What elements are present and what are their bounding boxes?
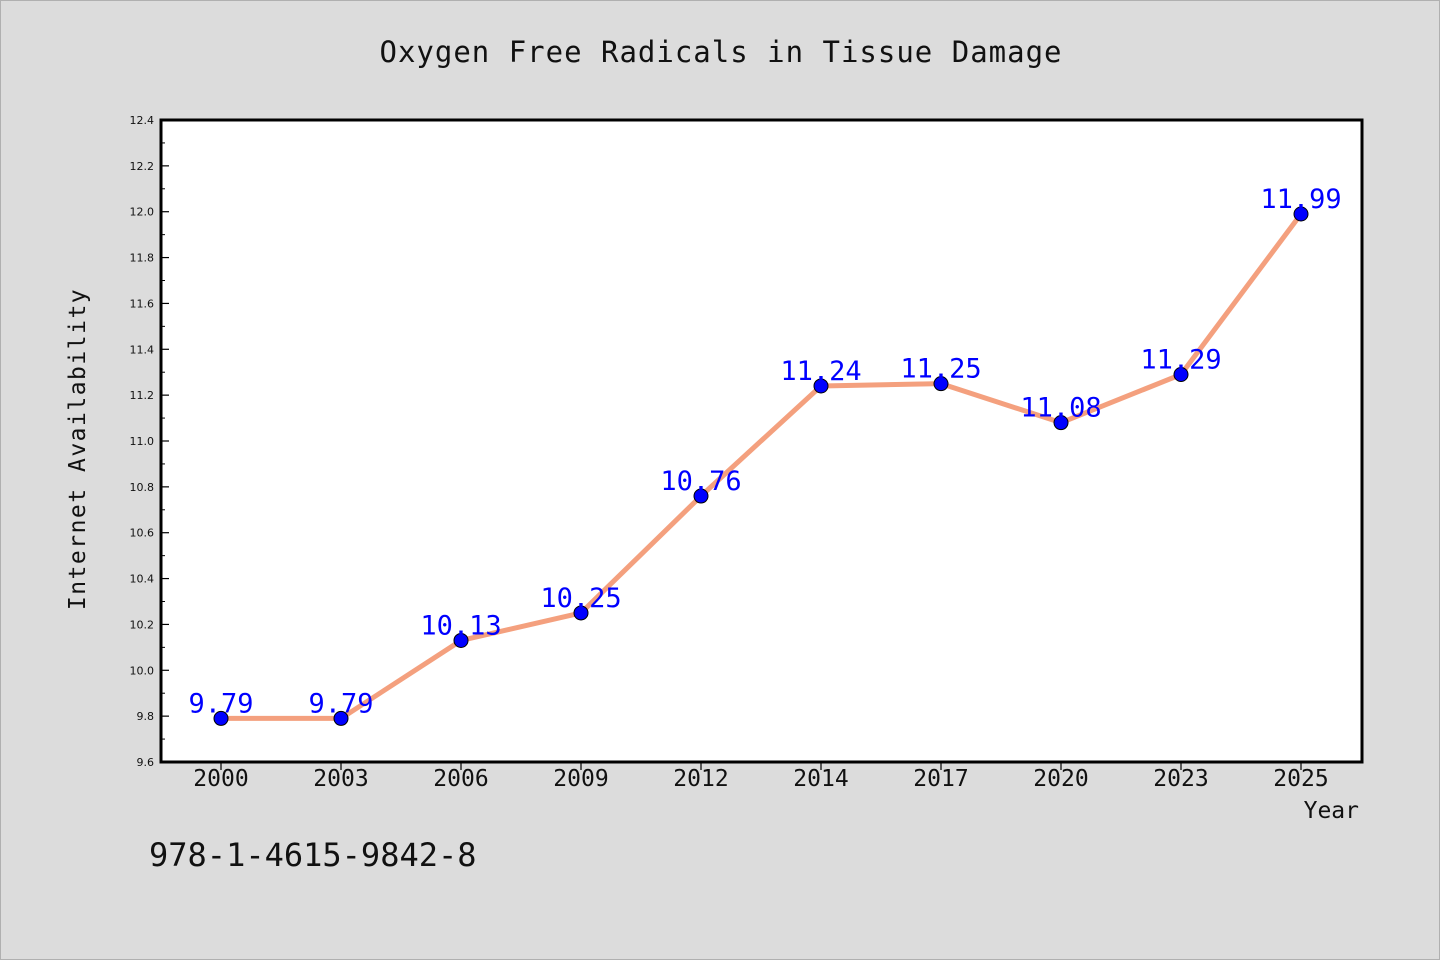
x-axis-label: Year: [1303, 798, 1359, 824]
data-point: [1173, 367, 1189, 383]
data-point: [1293, 206, 1309, 222]
y-tick-label: 10.2: [130, 618, 155, 631]
data-label: 10.76: [660, 466, 741, 497]
data-label: 11.25: [900, 354, 981, 385]
y-tick-label: 10.6: [130, 527, 155, 540]
data-point: [573, 605, 589, 621]
data-point: [693, 488, 709, 504]
x-tick-label: 2025: [1273, 766, 1328, 792]
x-tick-label: 2006: [433, 766, 488, 792]
data-label: 10.13: [420, 610, 501, 641]
y-tick-label: 12.2: [130, 160, 155, 173]
data-label: 11.24: [780, 356, 861, 387]
y-tick-label: 9.6: [137, 756, 155, 769]
series-line: [218, 211, 1304, 721]
data-point: [813, 378, 829, 394]
y-tick-label: 12.0: [130, 206, 155, 219]
y-tick-label: 9.8: [137, 710, 155, 723]
y-tick-label: 11.4: [130, 343, 155, 356]
data-point: [213, 710, 229, 726]
data-label: 10.25: [540, 583, 621, 614]
data-label: 11.08: [1020, 393, 1101, 424]
x-tick-label: 2000: [193, 766, 248, 792]
data-label: 9.79: [308, 688, 373, 719]
data-point: [933, 376, 949, 392]
y-tick-label: 11.0: [130, 435, 155, 448]
x-tick-label: 2009: [553, 766, 608, 792]
isbn-annotation: 978-1-4615-9842-8: [149, 836, 477, 874]
y-axis-label: Internet Availability: [65, 287, 91, 611]
x-tick-label: 2023: [1153, 766, 1208, 792]
x-tick-label: 2014: [793, 766, 848, 792]
data-label: 11.99: [1260, 184, 1341, 215]
data-point: [1053, 415, 1069, 431]
x-tick-label: 2003: [313, 766, 368, 792]
data-label: 9.79: [188, 688, 253, 719]
y-tick-label: 10.0: [130, 664, 155, 677]
x-tick-label: 2017: [913, 766, 968, 792]
data-label: 11.29: [1140, 345, 1221, 376]
y-tick-label: 12.4: [130, 114, 155, 127]
y-tick-label: 10.4: [130, 573, 155, 586]
data-point: [333, 710, 349, 726]
x-tick-label: 2012: [673, 766, 728, 792]
y-tick-label: 11.2: [130, 389, 155, 402]
data-point: [453, 632, 469, 648]
chart-title: Oxygen Free Radicals in Tissue Damage: [379, 35, 1063, 69]
y-tick-label: 11.8: [130, 252, 155, 265]
y-tick-label: 11.6: [130, 297, 155, 310]
x-tick-label: 2020: [1033, 766, 1088, 792]
y-tick-label: 10.8: [130, 481, 155, 494]
